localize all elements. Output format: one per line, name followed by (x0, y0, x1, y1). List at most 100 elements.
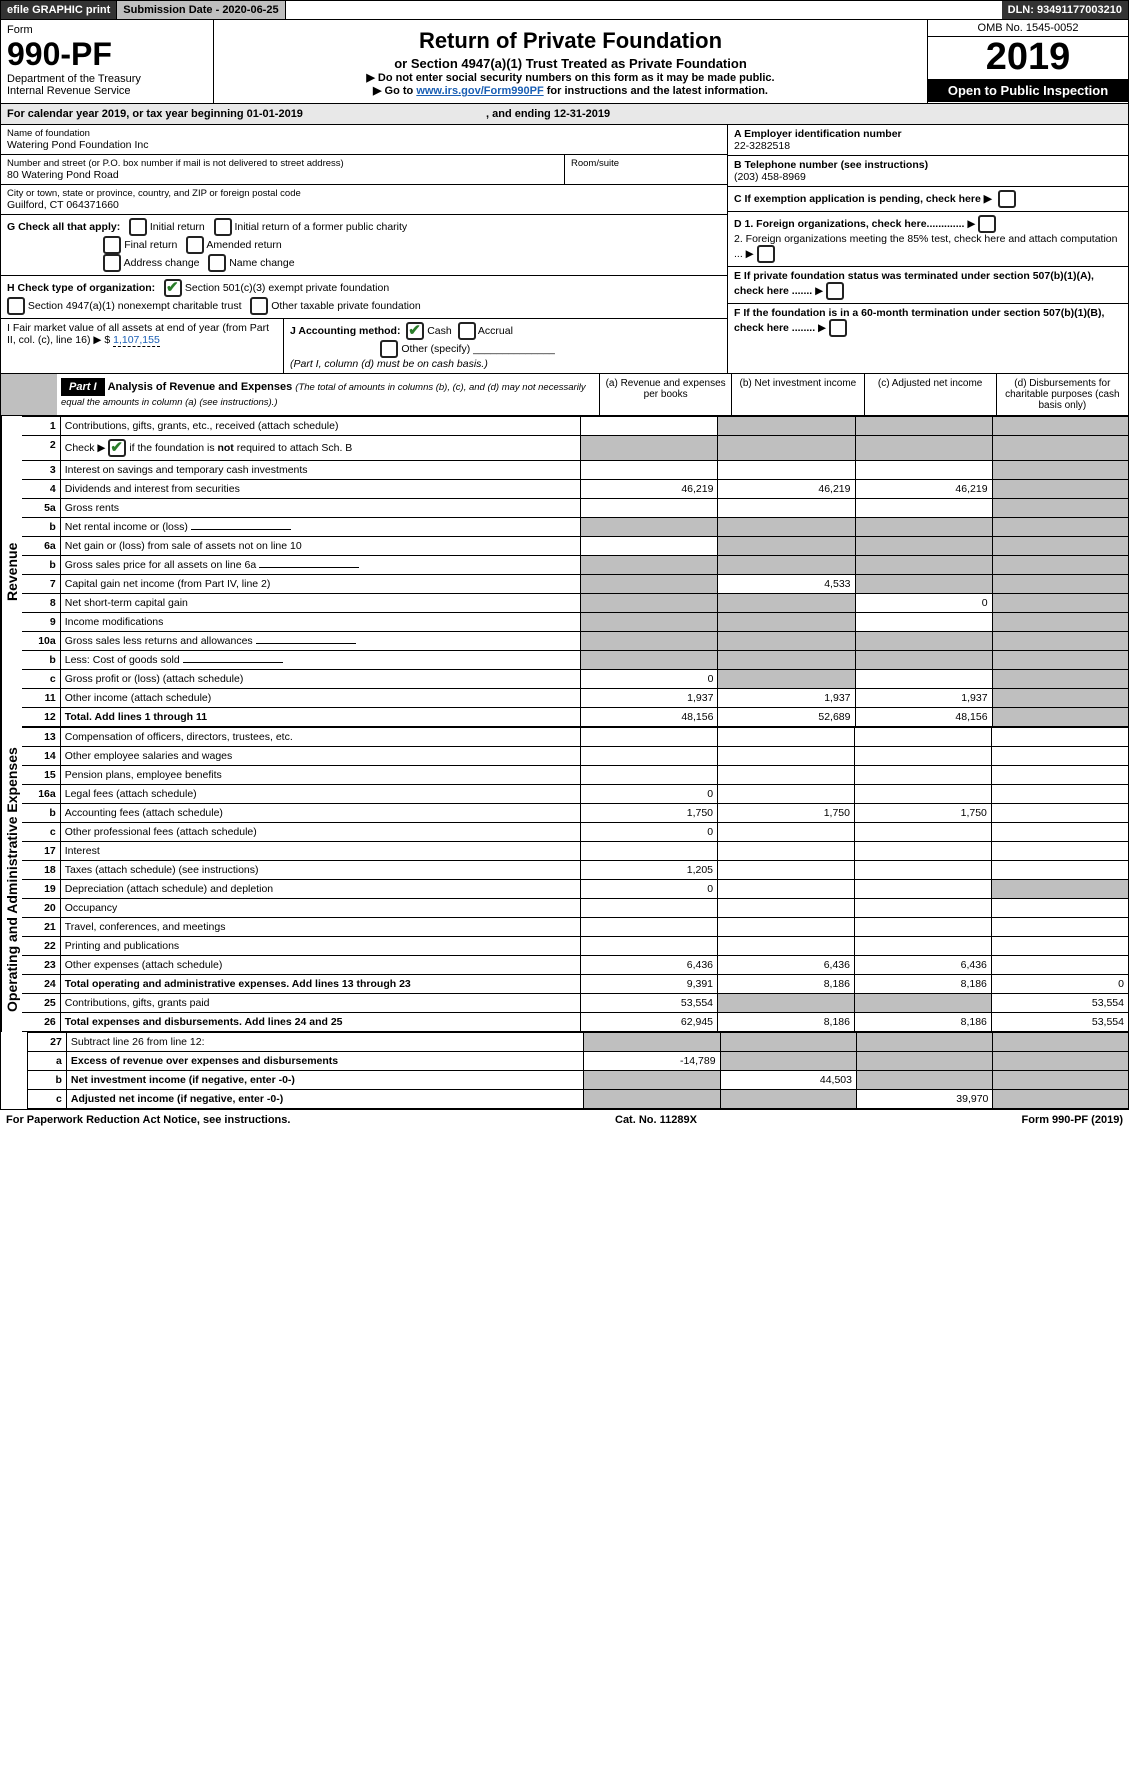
table-row: 11Other income (attach schedule)1,9371,9… (22, 689, 1129, 708)
name-change-checkbox[interactable] (208, 254, 226, 272)
h-label: H Check type of organization: (7, 282, 155, 294)
table-row: bGross sales price for all assets on lin… (22, 556, 1129, 575)
city-label: City or town, state or province, country… (7, 188, 721, 199)
fmv-value: 1,107,155 (113, 334, 160, 347)
table-row: 13Compensation of officers, directors, t… (22, 728, 1129, 747)
address-change-checkbox[interactable] (103, 254, 121, 272)
dln: DLN: 93491177003210 (1002, 1, 1128, 19)
d1-checkbox[interactable] (978, 215, 996, 233)
info-right: A Employer identification number 22-3282… (728, 125, 1128, 373)
header-center: Return of Private Foundation or Section … (214, 20, 927, 103)
table-row: 22Printing and publications (22, 937, 1129, 956)
col-a-header: (a) Revenue and expenses per books (599, 374, 731, 415)
foundation-name: Watering Pond Foundation Inc (7, 139, 721, 151)
header-left: Form 990-PF Department of the Treasury I… (1, 20, 214, 103)
table-row: bAccounting fees (attach schedule)1,7501… (22, 804, 1129, 823)
table-row: 7Capital gain net income (from Part IV, … (22, 575, 1129, 594)
501c3-checkbox[interactable] (164, 279, 182, 297)
table-row: 14Other employee salaries and wages (22, 747, 1129, 766)
form-title: Return of Private Foundation (220, 28, 921, 54)
table-row: bLess: Cost of goods sold (22, 651, 1129, 670)
paperwork-notice: For Paperwork Reduction Act Notice, see … (6, 1114, 290, 1126)
table-row: cOther professional fees (attach schedul… (22, 823, 1129, 842)
part1-header: Part I Analysis of Revenue and Expenses … (0, 374, 1129, 416)
info-grid: Name of foundation Watering Pond Foundat… (0, 125, 1129, 374)
calendar-year-row: For calendar year 2019, or tax year begi… (0, 104, 1129, 125)
j-label: J Accounting method: (290, 325, 400, 337)
j-note: (Part I, column (d) must be on cash basi… (290, 358, 488, 370)
d2-checkbox[interactable] (757, 245, 775, 263)
table-row: 24Total operating and administrative exp… (22, 975, 1129, 994)
f-checkbox[interactable] (829, 319, 847, 337)
accrual-checkbox[interactable] (458, 322, 476, 340)
tel-label: B Telephone number (see instructions) (734, 159, 928, 171)
table-row: 3Interest on savings and temporary cash … (22, 461, 1129, 480)
e-checkbox[interactable] (826, 282, 844, 300)
open-public: Open to Public Inspection (928, 79, 1128, 102)
header-right: OMB No. 1545-0052 2019 Open to Public In… (927, 20, 1128, 103)
form-header: Form 990-PF Department of the Treasury I… (0, 20, 1129, 104)
form-label: Form (7, 24, 207, 36)
table-row: 5aGross rents (22, 499, 1129, 518)
expenses-table: 13Compensation of officers, directors, t… (22, 727, 1129, 1032)
table-row: 12Total. Add lines 1 through 1148,15652,… (22, 708, 1129, 727)
initial-return-checkbox[interactable] (129, 218, 147, 236)
g-label: G Check all that apply: (7, 221, 120, 233)
submission-date: Submission Date - 2020-06-25 (117, 1, 285, 19)
form-ref: Form 990-PF (2019) (1022, 1114, 1123, 1126)
table-row: 17Interest (22, 842, 1129, 861)
irs-link[interactable]: www.irs.gov/Form990PF (416, 85, 543, 97)
subtract-table: 27Subtract line 26 from line 12:aExcess … (28, 1032, 1129, 1109)
expenses-section: Operating and Administrative Expenses 13… (0, 727, 1129, 1032)
dept-treasury: Department of the Treasury (7, 73, 207, 85)
irs: Internal Revenue Service (7, 85, 207, 97)
d1-label: D 1. Foreign organizations, check here..… (734, 218, 964, 230)
final-return-checkbox[interactable] (103, 236, 121, 254)
form-note2: ▶ Go to www.irs.gov/Form990PF for instru… (220, 84, 921, 97)
tax-year: 2019 (928, 37, 1128, 79)
table-row: 23Other expenses (attach schedule)6,4366… (22, 956, 1129, 975)
omb-no: OMB No. 1545-0052 (928, 20, 1128, 37)
page-footer: For Paperwork Reduction Act Notice, see … (0, 1110, 1129, 1130)
table-row: 8Net short-term capital gain0 (22, 594, 1129, 613)
table-row: 20Occupancy (22, 899, 1129, 918)
cash-checkbox[interactable] (406, 322, 424, 340)
name-label: Name of foundation (7, 128, 721, 139)
part1-title: Analysis of Revenue and Expenses (108, 381, 293, 393)
form-note1: ▶ Do not enter social security numbers o… (220, 71, 921, 84)
4947-checkbox[interactable] (7, 297, 25, 315)
table-row: cGross profit or (loss) (attach schedule… (22, 670, 1129, 689)
efile-btn[interactable]: efile GRAPHIC print (1, 1, 117, 19)
addr-label: Number and street (or P.O. box number if… (7, 158, 558, 169)
revenue-vert-label: Revenue (1, 416, 22, 727)
f-label: F If the foundation is in a 60-month ter… (734, 307, 1104, 334)
form-number: 990-PF (7, 36, 207, 73)
table-row: 26Total expenses and disbursements. Add … (22, 1013, 1129, 1032)
table-row: 27Subtract line 26 from line 12: (28, 1033, 1128, 1052)
table-row: 25Contributions, gifts, grants paid53,55… (22, 994, 1129, 1013)
other-method-checkbox[interactable] (380, 340, 398, 358)
table-row: 21Travel, conferences, and meetings (22, 918, 1129, 937)
amended-checkbox[interactable] (186, 236, 204, 254)
initial-former-checkbox[interactable] (214, 218, 232, 236)
ein: 22-3282518 (734, 140, 790, 152)
e-label: E If private foundation status was termi… (734, 270, 1094, 297)
table-row: 18Taxes (attach schedule) (see instructi… (22, 861, 1129, 880)
table-row: aExcess of revenue over expenses and dis… (28, 1052, 1128, 1071)
revenue-section: Revenue 1Contributions, gifts, grants, e… (0, 416, 1129, 727)
room-label: Room/suite (571, 158, 721, 169)
form-subtitle: or Section 4947(a)(1) Trust Treated as P… (220, 56, 921, 71)
col-b-header: (b) Net investment income (731, 374, 863, 415)
c-checkbox[interactable] (998, 190, 1016, 208)
col-c-header: (c) Adjusted net income (864, 374, 996, 415)
info-left: Name of foundation Watering Pond Foundat… (1, 125, 728, 373)
table-row: bNet investment income (if negative, ent… (28, 1071, 1128, 1090)
table-row: cAdjusted net income (if negative, enter… (28, 1090, 1128, 1109)
table-row: 4Dividends and interest from securities4… (22, 480, 1129, 499)
c-label: C If exemption application is pending, c… (734, 193, 992, 205)
col-d-header: (d) Disbursements for charitable purpose… (996, 374, 1128, 415)
table-row: 16aLegal fees (attach schedule)0 (22, 785, 1129, 804)
other-taxable-checkbox[interactable] (250, 297, 268, 315)
table-row: 19Depreciation (attach schedule) and dep… (22, 880, 1129, 899)
part1-label: Part I (61, 378, 105, 396)
